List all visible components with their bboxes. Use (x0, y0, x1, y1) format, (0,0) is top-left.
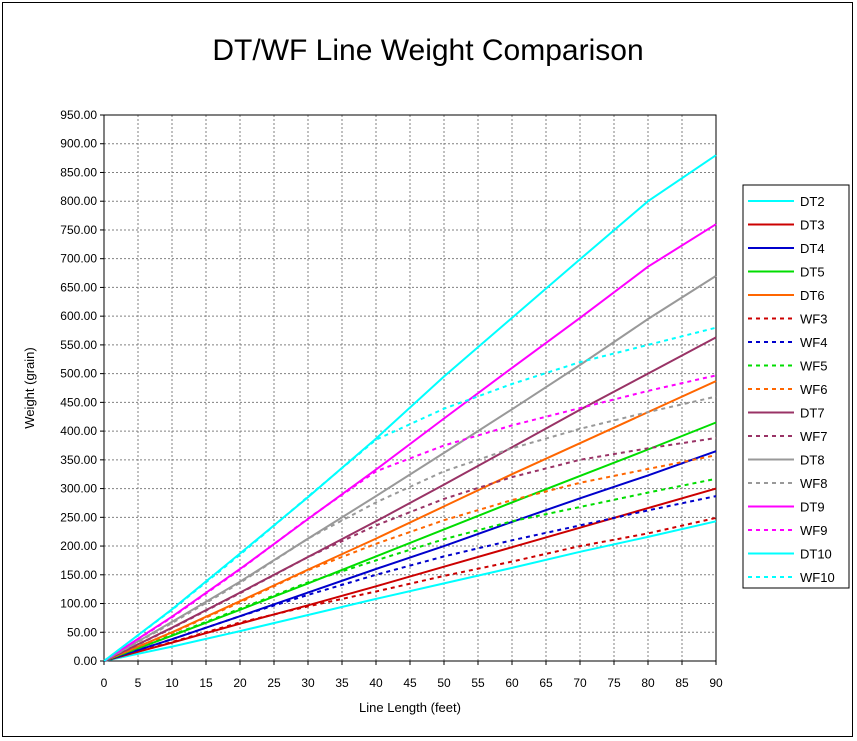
y-tick-label: 800.00 (60, 194, 97, 208)
x-axis-ticks: 0 5 10 15 20 25 30 35 40 45 50 55 60 65 70 75 80 85 90 (101, 661, 723, 690)
legend-label-wf9: WF9 (800, 523, 827, 538)
x-tick-label: 80 (641, 676, 655, 690)
legend-label-dt5: DT5 (800, 265, 825, 280)
y-tick-label: 300.00 (60, 482, 97, 496)
y-tick-label: 400.00 (60, 424, 97, 438)
legend-label-wf7: WF7 (800, 429, 827, 444)
x-tick-label: 35 (335, 676, 349, 690)
legend-label-wf10: WF10 (800, 570, 835, 585)
series-line-dt6 (103, 380, 717, 662)
legend-box (742, 184, 850, 589)
legend-label-wf5: WF5 (800, 359, 827, 374)
x-tick-label: 5 (135, 676, 142, 690)
series-lines (103, 154, 717, 662)
legend-label-dt7: DT7 (800, 406, 825, 421)
legend-label-dt3: DT3 (800, 218, 825, 233)
y-tick-label: 700.00 (60, 252, 97, 266)
legend-label-wf4: WF4 (800, 335, 827, 350)
x-tick-label: 0 (101, 676, 108, 690)
chart-title: DT/WF Line Weight Comparison (212, 34, 643, 67)
series-line-dt8 (103, 275, 717, 662)
y-axis-label: Weight (grain) (22, 347, 37, 428)
legend-label-dt8: DT8 (800, 453, 825, 468)
legend: DT2 DT3 DT4 DT5 DT6 WF3 WF4 WF5 WF6 DT7 WF7 DT8 WF8 D… (742, 184, 850, 589)
x-tick-label: 15 (199, 676, 213, 690)
legend-label-dt4: DT4 (800, 241, 825, 256)
series-line-wf9 (103, 374, 717, 662)
x-tick-label: 65 (539, 676, 553, 690)
y-tick-label: 350.00 (60, 453, 97, 467)
y-tick-label: 550.00 (60, 338, 97, 352)
legend-label-dt6: DT6 (800, 288, 825, 303)
x-tick-label: 55 (471, 676, 485, 690)
x-tick-label: 70 (573, 676, 587, 690)
y-tick-label: 850.00 (60, 165, 97, 179)
y-tick-label: 750.00 (60, 223, 97, 237)
legend-label-dt2: DT2 (800, 194, 825, 209)
x-tick-label: 90 (709, 676, 723, 690)
y-tick-label: 100.00 (60, 597, 97, 611)
x-tick-label: 75 (607, 676, 621, 690)
y-tick-label: 650.00 (60, 280, 97, 294)
x-tick-label: 25 (267, 676, 281, 690)
y-tick-label: 500.00 (60, 367, 97, 381)
legend-label-wf8: WF8 (800, 476, 827, 491)
y-tick-label: 450.00 (60, 395, 97, 409)
y-axis-ticks: 0.00 50.00 100.00 150.00 200.00 250.00 300.00 3… (60, 108, 104, 668)
x-tick-label: 50 (437, 676, 451, 690)
x-tick-label: 85 (675, 676, 689, 690)
y-tick-label: 0.00 (74, 654, 98, 668)
y-tick-label: 150.00 (60, 568, 97, 582)
legend-label-wf3: WF3 (800, 312, 827, 327)
legend-label-dt9: DT9 (800, 500, 825, 515)
series-line-wf5 (103, 477, 717, 662)
y-tick-label: 900.00 (60, 137, 97, 151)
y-tick-label: 250.00 (60, 510, 97, 524)
y-tick-label: 200.00 (60, 539, 97, 553)
series-line-wf6 (103, 454, 717, 662)
series-line-wf3 (103, 516, 717, 662)
series-line-wf7 (103, 437, 717, 662)
series-line-wf8 (103, 395, 717, 662)
x-tick-label: 10 (165, 676, 179, 690)
x-tick-label: 40 (369, 676, 383, 690)
series-line-dt5 (103, 421, 717, 662)
x-tick-label: 20 (233, 676, 247, 690)
x-tick-label: 30 (301, 676, 315, 690)
series-line-dt2 (103, 520, 717, 662)
x-tick-label: 45 (403, 676, 417, 690)
x-axis-label: Line Length (feet) (359, 700, 461, 715)
y-tick-label: 600.00 (60, 309, 97, 323)
legend-label-dt10: DT10 (800, 547, 832, 562)
legend-label-wf6: WF6 (800, 382, 827, 397)
grid-lines (104, 115, 716, 661)
y-tick-label: 50.00 (67, 625, 97, 639)
x-tick-label: 60 (505, 676, 519, 690)
y-tick-label: 950.00 (60, 108, 97, 122)
series-line-wf10 (103, 326, 717, 662)
series-line-wf4 (103, 495, 717, 662)
